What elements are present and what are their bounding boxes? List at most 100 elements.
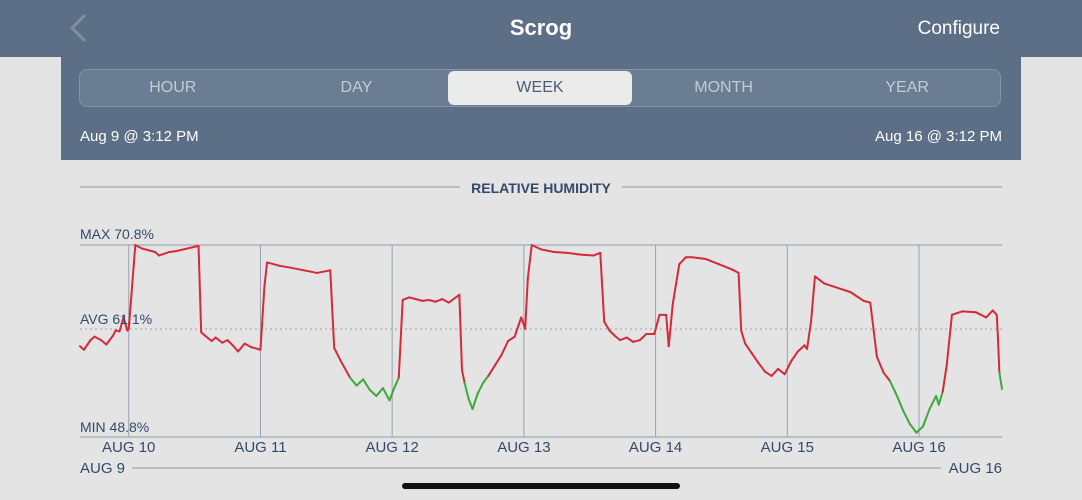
humidity-line-segment [941, 364, 948, 393]
humidity-line-segment [329, 269, 336, 349]
tab-hour[interactable]: HOUR [149, 79, 197, 96]
humidity-line-segment [147, 249, 157, 253]
humidity-line-segment [579, 253, 595, 257]
humidity-line-segment [381, 387, 391, 402]
humidity-line-segment [250, 346, 262, 351]
humidity-line-segment [493, 353, 503, 367]
humidity-line-segment [757, 361, 766, 373]
humidity-line-segment [175, 244, 200, 253]
humidity-line-segment [388, 388, 395, 402]
humidity-line-segment [691, 256, 707, 260]
min-label: MIN 48.8% [80, 419, 149, 435]
day-tick-label: AUG 10 [102, 439, 155, 456]
humidity-line-segment [105, 334, 114, 346]
humidity-line-segment [608, 329, 616, 337]
day-gridlines [128, 245, 920, 437]
humidity-line-segment [471, 392, 479, 411]
humidity-line-segment [625, 336, 635, 343]
humidity-line-segment [566, 251, 582, 256]
humidity-line-segment [408, 296, 417, 301]
humidity-line-segment [770, 367, 780, 377]
humidity-line-segment [796, 344, 806, 353]
humidity-line-segment [524, 277, 529, 330]
day-tick-label: AUG 16 [892, 439, 945, 456]
humidity-line-segment [476, 381, 485, 395]
humidity-line-segment [717, 263, 733, 271]
humidity-line-segment [875, 355, 885, 374]
humidity-line-segment [263, 261, 269, 288]
humidity-line-segment [279, 264, 292, 269]
humidity-line-segment [995, 313, 1000, 341]
humidity-line-segment [487, 364, 496, 377]
humidity-line-segment [237, 342, 246, 353]
humidity-line-segment [813, 275, 826, 285]
humidity-line-segment [790, 350, 799, 363]
humidity-line-segment [777, 367, 786, 376]
humidity-line-segment [613, 334, 622, 342]
humidity-line-segment [414, 298, 424, 302]
humidity-line-segment [362, 378, 371, 391]
humidity-line-segment [100, 339, 108, 346]
chevron-left-icon [70, 14, 86, 42]
humidity-line-segment [168, 250, 178, 253]
humidity-line-segment [638, 333, 648, 342]
humidity-line-segment [836, 286, 852, 294]
humidity-line-segment [915, 425, 924, 434]
tab-month[interactable]: MONTH [694, 79, 753, 96]
x-end-label: AUG 16 [949, 460, 1002, 477]
humidity-line-segment [272, 263, 282, 267]
humidity-line-segment [375, 387, 384, 397]
humidity-line-segment [961, 310, 977, 314]
humidity-line-segment [204, 334, 213, 342]
day-tick-label: AUG 14 [629, 439, 682, 456]
humidity-line-segment [339, 360, 352, 379]
humidity-line-segment [368, 388, 378, 397]
humidity-line-segment [259, 285, 266, 351]
day-tick-label: AUG 11 [234, 439, 286, 456]
humidity-line-segment [750, 352, 760, 364]
back-button[interactable] [66, 12, 94, 44]
humidity-line-segment [882, 371, 892, 383]
humidity-line-segment [243, 342, 253, 349]
humidity-line-segment [316, 269, 332, 274]
humidity-series [79, 244, 1003, 434]
humidity-line-segment [460, 368, 466, 384]
humidity-line-segment [197, 244, 203, 334]
configure-button[interactable]: Configure [917, 18, 1000, 39]
humidity-line-segment [997, 338, 1001, 374]
humidity-line-segment [950, 310, 964, 316]
tab-year[interactable]: YEAR [885, 79, 929, 96]
humidity-line-segment [678, 256, 687, 266]
humidity-line-segment [849, 291, 865, 302]
humidity-line-segment [214, 336, 224, 344]
humidity-line-segment [592, 251, 602, 257]
humidity-line-segment [82, 339, 92, 351]
humidity-line-segment [763, 370, 773, 377]
humidity-line-segment [333, 346, 342, 363]
humidity-line-segment [355, 378, 365, 387]
humidity-line-segment [862, 299, 872, 304]
humidity-line-segment [482, 374, 490, 384]
humidity-line-segment [158, 250, 171, 257]
humidity-line-segment [895, 394, 905, 412]
humidity-line-segment [513, 316, 523, 338]
day-tick-label: AUG 15 [761, 439, 814, 456]
humidity-line-segment [140, 247, 150, 252]
humidity-line-segment [806, 320, 813, 350]
range-end-label: Aug 16 @ 3:12 PM [875, 128, 1002, 145]
range-start-label: Aug 9 @ 3:12 PM [80, 128, 199, 145]
humidity-line-segment [869, 301, 878, 358]
humidity-line-segment [526, 244, 533, 280]
humidity-line-segment [392, 376, 400, 391]
humidity-line-segment [704, 257, 720, 266]
day-tick-labels: AUG 10 AUG 11 AUG 12 AUG 13 AUG 14 AUG 15 AUG … [102, 439, 946, 456]
avg-label: AVG 61.1% [80, 311, 152, 327]
tab-week[interactable]: WEEK [448, 71, 632, 105]
tab-day[interactable]: DAY [340, 79, 373, 96]
page-title: Scrog [509, 15, 573, 40]
range-segmented-control: HOUR DAY WEEK MONTH YEAR [79, 69, 1001, 107]
chart-title: RELATIVE HUMIDITY [471, 180, 611, 196]
humidity-chart[interactable]: RELATIVE HUMIDITY MAX 70.8% AVG 61.1% MI… [0, 160, 1082, 480]
day-tick-label: AUG 13 [497, 439, 550, 456]
humidity-line-segment [667, 303, 674, 348]
